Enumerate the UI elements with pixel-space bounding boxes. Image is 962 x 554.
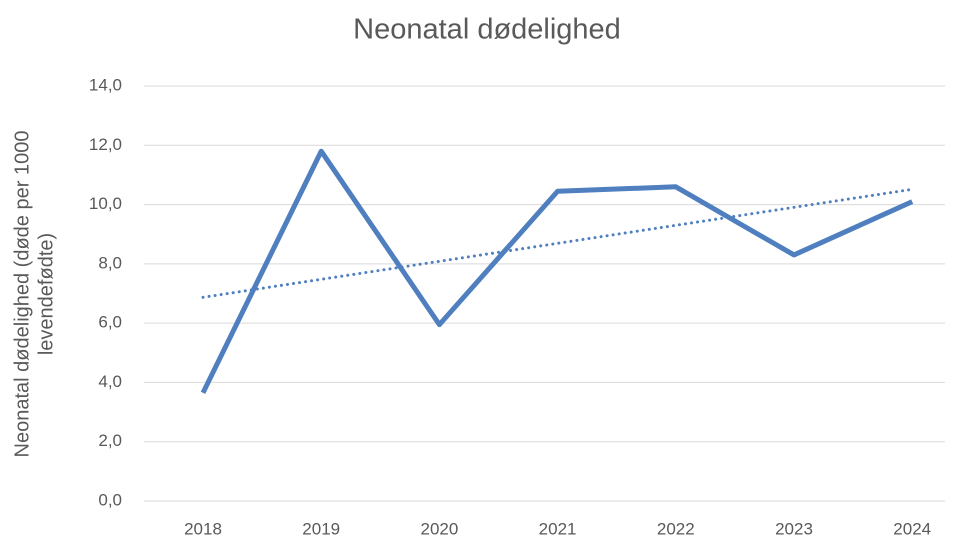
x-tick-label: 2021 (539, 519, 577, 538)
y-tick-label: 8,0 (98, 253, 122, 272)
trendline (201, 187, 914, 299)
y-axis-label-line: Neonatal dødelighed (døde per 1000 (11, 131, 33, 458)
y-tick-label: 2,0 (98, 431, 122, 450)
y-tick-label: 6,0 (98, 313, 122, 332)
line-series (200, 148, 914, 394)
x-tick-label: 2023 (775, 519, 813, 538)
y-tick-label: 12,0 (89, 135, 122, 154)
x-tick-label: 2024 (893, 519, 931, 538)
y-axis-label-line: levendefødte) (35, 233, 57, 355)
y-tick-label: 10,0 (89, 194, 122, 213)
y-tick-label: 4,0 (98, 372, 122, 391)
chart-title: Neonatal dødelighed (353, 14, 621, 46)
x-tick-label: 2020 (420, 519, 458, 538)
y-tick-label: 0,0 (98, 490, 122, 509)
x-tick-label: 2022 (657, 519, 695, 538)
x-tick-label: 2018 (184, 519, 222, 538)
y-axis-label: Neonatal dødelighed (døde per 1000 leven… (11, 131, 57, 458)
y-tick-label: 14,0 (89, 75, 122, 94)
x-tick-label: 2019 (302, 519, 340, 538)
